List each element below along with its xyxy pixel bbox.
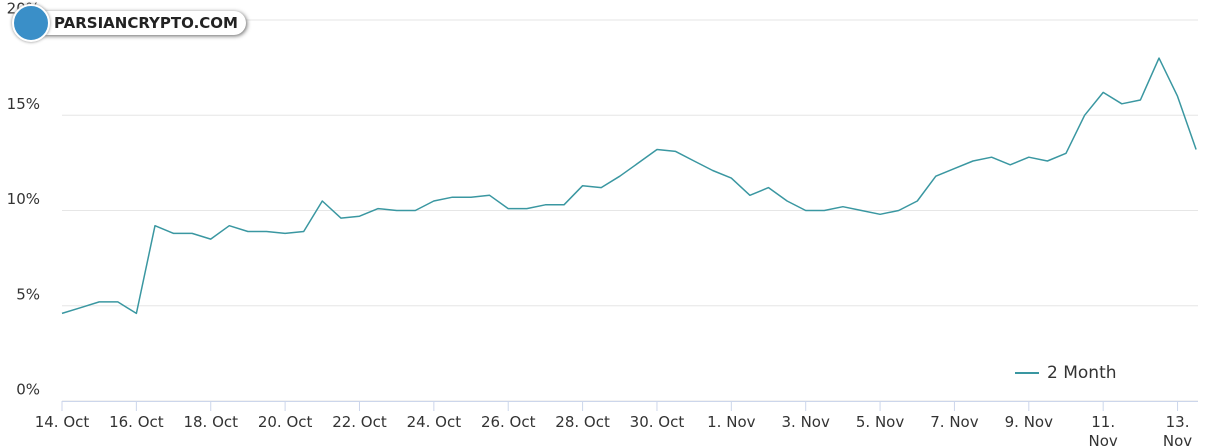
x-tick-label: 20. Oct bbox=[257, 413, 313, 431]
x-tick-label: 24. Oct bbox=[406, 413, 462, 431]
watermark: PARSIANCRYPTO.COM bbox=[42, 11, 246, 35]
x-tick-label: 7. Nov bbox=[930, 413, 979, 431]
x-tick-label: 22. Oct bbox=[332, 413, 387, 431]
y-tick-label: 5% bbox=[16, 285, 40, 303]
x-tick-label: 14. Oct bbox=[34, 413, 90, 431]
legend-label: 2 Month bbox=[1047, 363, 1117, 383]
logo-icon bbox=[12, 4, 50, 42]
x-tick-label: 1. Nov bbox=[707, 413, 756, 431]
x-tick-label: 13. Nov bbox=[1162, 413, 1193, 447]
y-tick-label: 10% bbox=[7, 190, 40, 208]
x-tick-label: 3. Nov bbox=[781, 413, 830, 431]
x-tick-label: 26. Oct bbox=[480, 413, 536, 431]
x-tick-label: 9. Nov bbox=[1004, 413, 1053, 431]
y-tick-label: 0% bbox=[16, 381, 40, 399]
series-line bbox=[61, 57, 1197, 315]
x-tick-label: 11. Nov bbox=[1088, 413, 1118, 447]
logo: PARSIANCRYPTO.COM bbox=[12, 4, 246, 42]
x-tick-label: 16. Oct bbox=[109, 413, 164, 431]
y-tick-label: 15% bbox=[7, 95, 40, 113]
x-tick-label: 28. Oct bbox=[555, 413, 610, 431]
x-tick-label: 30. Oct bbox=[629, 413, 685, 431]
x-tick-label: 18. Oct bbox=[183, 413, 239, 431]
x-tick-label: 5. Nov bbox=[855, 413, 905, 431]
